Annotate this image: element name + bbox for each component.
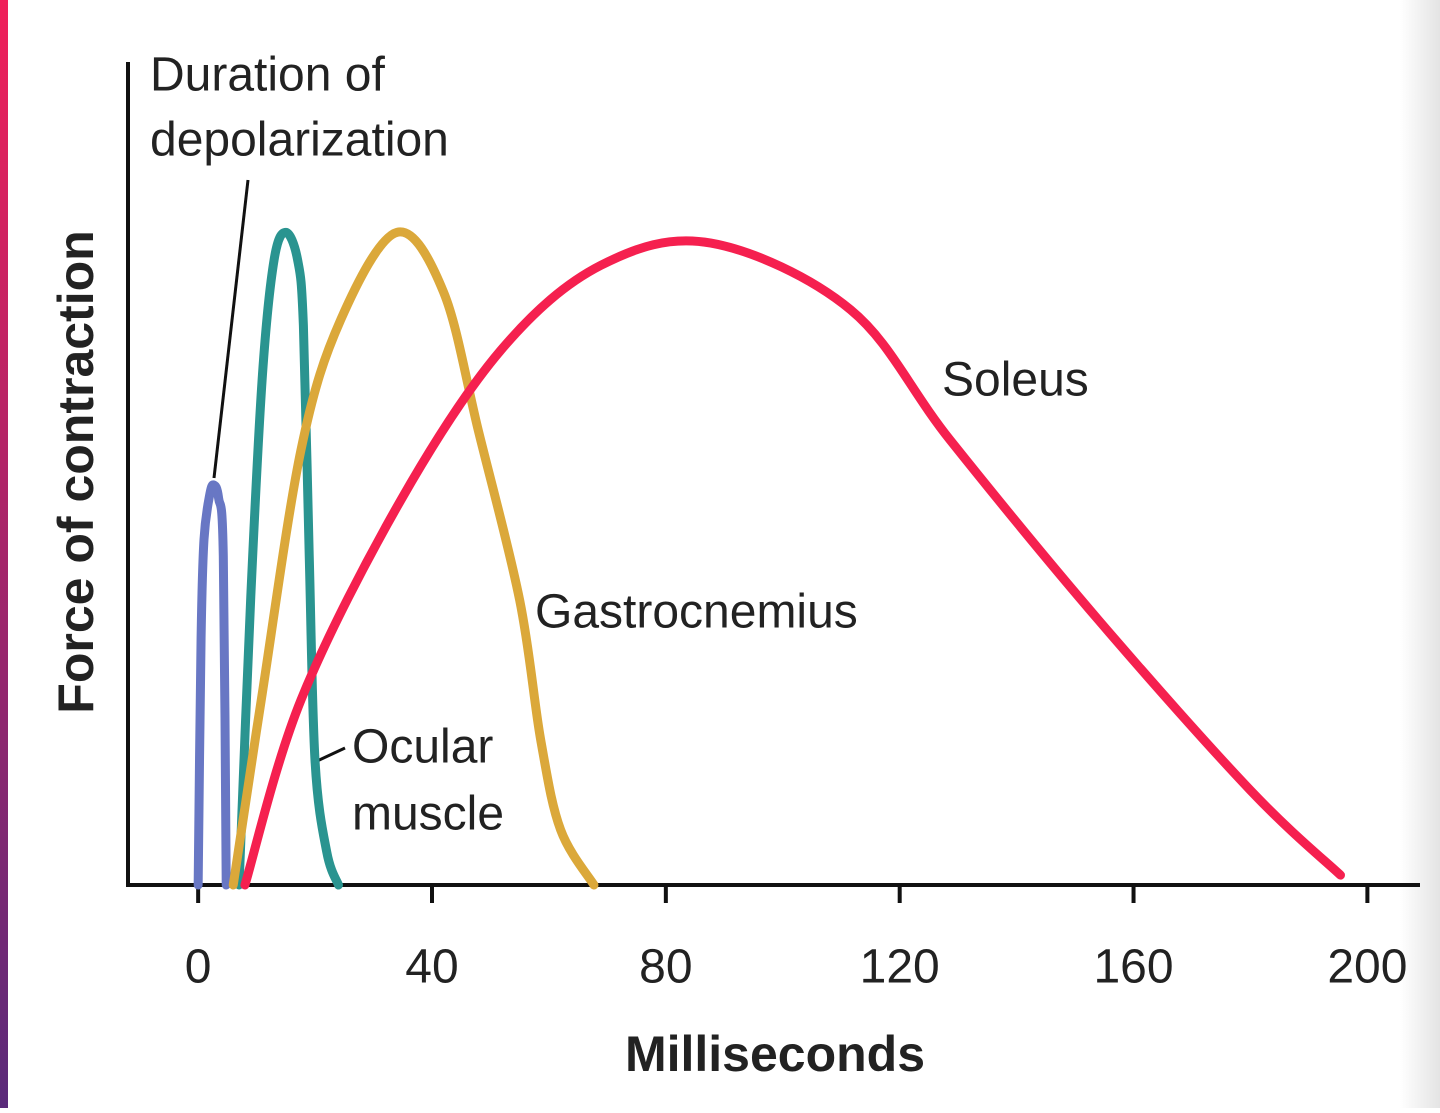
series-line — [193, 480, 231, 890]
series-label: Duration of — [150, 49, 385, 102]
series-label: Soleus — [942, 354, 1089, 407]
series-line — [228, 227, 599, 890]
edge-stripe — [0, 0, 8, 1108]
x-tick-label: 0 — [185, 941, 212, 994]
x-tick-label: 160 — [1093, 941, 1173, 994]
y-axis-label: Force of contraction — [48, 230, 104, 713]
series-line — [234, 227, 343, 890]
x-axis-label: Milliseconds — [625, 1026, 925, 1082]
leader-line — [212, 179, 250, 479]
edge-shade — [1400, 0, 1440, 1108]
x-tick-label: 120 — [860, 941, 940, 994]
series-label: Gastrocnemius — [535, 586, 858, 639]
x-tick-label: 80 — [639, 941, 692, 994]
series-label: depolarization — [150, 114, 449, 167]
x-tick-label: 200 — [1327, 941, 1407, 994]
leader-line — [314, 746, 346, 764]
series-label: Ocular — [352, 721, 493, 774]
series-label: muscle — [352, 788, 504, 841]
series-line — [240, 236, 1345, 890]
x-tick-label: 40 — [405, 941, 458, 994]
